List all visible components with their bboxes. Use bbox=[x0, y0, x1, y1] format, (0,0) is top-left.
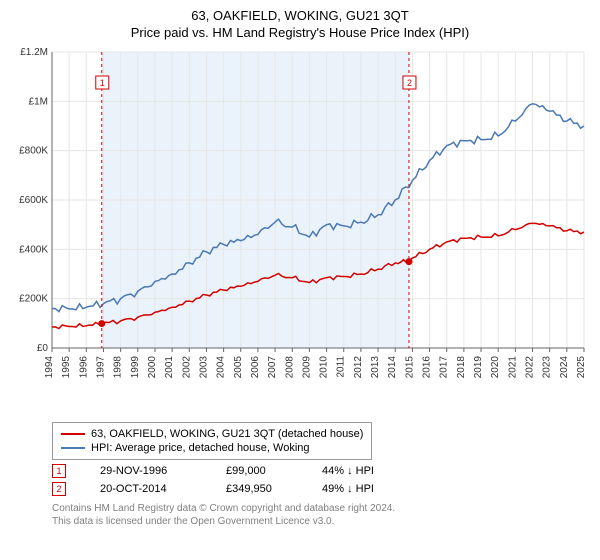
svg-text:2000: 2000 bbox=[147, 356, 158, 379]
chart-container: 63, OAKFIELD, WOKING, GU21 3QT Price pai… bbox=[0, 0, 600, 532]
svg-text:2013: 2013 bbox=[370, 356, 381, 379]
transaction-date: 29-NOV-1996 bbox=[100, 465, 210, 477]
svg-text:2022: 2022 bbox=[525, 356, 536, 379]
transaction-price: £99,000 bbox=[226, 465, 306, 477]
transaction-hpi: 49% ↓ HPI bbox=[322, 483, 412, 495]
svg-text:2011: 2011 bbox=[336, 356, 347, 378]
svg-text:2012: 2012 bbox=[353, 356, 364, 379]
line-chart-svg: £0 £200K £400K £600K £800K £1M £1.2M 1994 1995 19… bbox=[8, 46, 592, 416]
svg-text:2014: 2014 bbox=[387, 356, 398, 379]
svg-text:1995: 1995 bbox=[61, 356, 72, 379]
svg-text:2007: 2007 bbox=[267, 356, 278, 379]
svg-text:2009: 2009 bbox=[301, 356, 312, 379]
svg-text:2010: 2010 bbox=[319, 356, 330, 379]
svg-text:£0: £0 bbox=[37, 343, 49, 354]
transaction-row: 1 29-NOV-1996 £99,000 44% ↓ HPI bbox=[52, 464, 592, 478]
chart-title: 63, OAKFIELD, WOKING, GU21 3QT bbox=[8, 8, 592, 23]
chart-area: £0 £200K £400K £600K £800K £1M £1.2M 1994 1995 19… bbox=[8, 46, 592, 416]
legend-swatch bbox=[61, 447, 85, 449]
svg-text:2020: 2020 bbox=[490, 356, 501, 379]
svg-text:2001: 2001 bbox=[164, 356, 175, 379]
legend-swatch bbox=[61, 433, 85, 435]
footer-line: This data is licensed under the Open Gov… bbox=[52, 515, 592, 528]
svg-text:2: 2 bbox=[407, 78, 412, 88]
svg-text:2021: 2021 bbox=[507, 356, 518, 379]
svg-text:1996: 1996 bbox=[78, 356, 89, 379]
svg-text:2004: 2004 bbox=[216, 356, 227, 379]
transaction-price: £349,950 bbox=[226, 483, 306, 495]
svg-text:2002: 2002 bbox=[181, 356, 192, 379]
svg-text:2017: 2017 bbox=[439, 356, 450, 379]
svg-text:1998: 1998 bbox=[113, 356, 124, 379]
svg-text:2006: 2006 bbox=[250, 356, 261, 379]
svg-text:1999: 1999 bbox=[130, 356, 141, 379]
transaction-date: 20-OCT-2014 bbox=[100, 483, 210, 495]
legend-item: 63, OAKFIELD, WOKING, GU21 3QT (detached… bbox=[61, 427, 363, 441]
marker-badge: 2 bbox=[52, 482, 66, 496]
svg-text:2023: 2023 bbox=[542, 356, 553, 379]
marker-badge: 1 bbox=[52, 464, 66, 478]
transaction-hpi: 44% ↓ HPI bbox=[322, 465, 412, 477]
svg-text:2003: 2003 bbox=[198, 356, 209, 379]
footer-line: Contains HM Land Registry data © Crown c… bbox=[52, 502, 592, 515]
svg-text:£800K: £800K bbox=[19, 146, 48, 157]
svg-text:£200K: £200K bbox=[19, 294, 48, 305]
svg-text:2015: 2015 bbox=[404, 356, 415, 379]
svg-text:2005: 2005 bbox=[233, 356, 244, 379]
svg-text:£600K: £600K bbox=[19, 195, 48, 206]
svg-text:2024: 2024 bbox=[559, 356, 570, 379]
svg-text:2008: 2008 bbox=[284, 356, 295, 379]
svg-text:1994: 1994 bbox=[44, 356, 55, 379]
svg-text:£1.2M: £1.2M bbox=[20, 47, 48, 58]
svg-text:2016: 2016 bbox=[422, 356, 433, 379]
svg-text:2025: 2025 bbox=[576, 356, 587, 379]
chart-subtitle: Price paid vs. HM Land Registry's House … bbox=[8, 25, 592, 40]
svg-text:£400K: £400K bbox=[19, 244, 48, 255]
svg-text:£1M: £1M bbox=[29, 96, 48, 107]
footer-attribution: Contains HM Land Registry data © Crown c… bbox=[52, 502, 592, 528]
svg-text:2018: 2018 bbox=[456, 356, 467, 379]
legend-item: HPI: Average price, detached house, Woki… bbox=[61, 441, 363, 455]
legend-label: 63, OAKFIELD, WOKING, GU21 3QT (detached… bbox=[91, 428, 363, 440]
svg-text:2019: 2019 bbox=[473, 356, 484, 379]
svg-text:1: 1 bbox=[100, 78, 105, 88]
legend-label: HPI: Average price, detached house, Woki… bbox=[91, 442, 310, 454]
legend-box: 63, OAKFIELD, WOKING, GU21 3QT (detached… bbox=[52, 422, 372, 460]
transaction-row: 2 20-OCT-2014 £349,950 49% ↓ HPI bbox=[52, 482, 592, 496]
svg-text:1997: 1997 bbox=[95, 356, 106, 379]
